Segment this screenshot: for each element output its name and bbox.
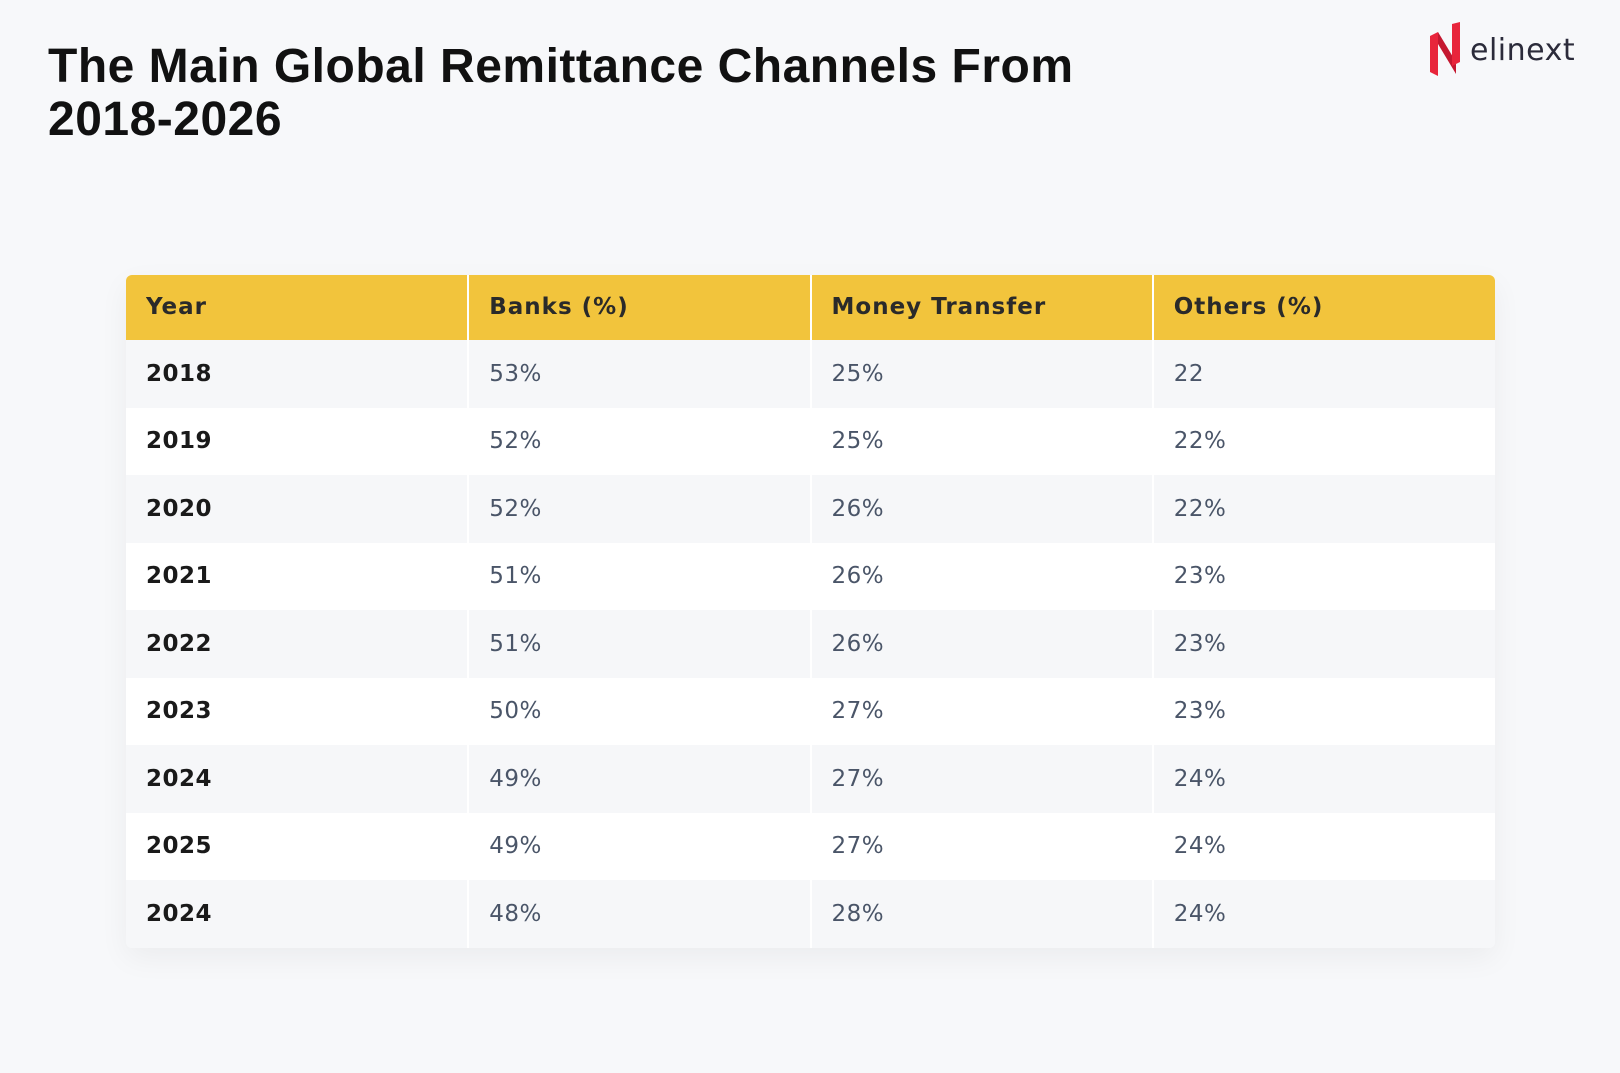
value-cell: 24% [1151,812,1495,880]
logo: elinext [1430,22,1575,78]
year-cell: 2023 [126,677,469,745]
value-cell: 23% [1151,542,1495,610]
table-row: 2021 51% 26% 23% [126,542,1495,610]
column-header: Others (%) [1151,275,1495,340]
value-cell: 53% [467,340,811,408]
value-cell: 52% [467,475,811,543]
year-cell: 2024 [126,880,469,948]
column-header-text: Year [146,293,208,320]
year-cell: 2024 [126,745,469,813]
column-header: Year [126,275,469,340]
table-row: 2019 52% 25% 22% [126,407,1495,475]
value-cell: 49% [467,745,811,813]
value-cell: 49% [467,812,811,880]
header-row: Year Banks (%) Money Transfer Operator (%)… [126,275,1495,340]
title: The Main Global Remittance Channels From… [48,40,1074,146]
year-cell: 2020 [126,475,469,543]
logo-text: elinext [1470,32,1576,68]
value-cell: 48% [467,880,811,948]
table-row: 2023 50% 27% 23% [126,677,1495,745]
table-body: 2018 53% 25% 22 2019 52% 25% 22% 2020 52% 26% 22% 20… [126,340,1495,948]
column-header: Money Transfer Operator (%) [809,275,1153,340]
value-cell: 22% [1151,407,1495,475]
value-cell: 26% [809,542,1153,610]
year-cell: 2018 [126,340,469,408]
table-card: Year Banks (%) Money Transfer Operator (%)… [126,275,1495,948]
value-cell: 26% [809,475,1153,543]
value-cell: 28% [809,880,1153,948]
logo-icon [1430,22,1460,76]
value-cell: 27% [809,812,1153,880]
table-row: 2025 49% 27% 24% [126,812,1495,880]
value-cell: 22 [1151,340,1495,408]
table-row: 2018 53% 25% 22 [126,340,1495,408]
value-cell: 23% [1151,610,1495,678]
value-cell: 51% [467,610,811,678]
year-cell: 2019 [126,407,469,475]
value-cell: 27% [809,745,1153,813]
column-header-text: Banks (%) [489,293,629,320]
value-cell: 23% [1151,677,1495,745]
table-row: 2020 52% 26% 22% [126,475,1495,543]
table-row: 2022 51% 26% 23% [126,610,1495,678]
table-row: 2024 48% 28% 24% [126,880,1495,948]
value-cell: 51% [467,542,811,610]
value-cell: 25% [809,340,1153,408]
value-cell: 24% [1151,880,1495,948]
value-cell: 25% [809,407,1153,475]
table-row: 2024 49% 27% 24% [126,745,1495,813]
value-cell: 24% [1151,745,1495,813]
value-cell: 27% [809,677,1153,745]
year-cell: 2022 [126,610,469,678]
column-header-text: Money Transfer Operator (%) [831,293,1047,320]
year-cell: 2025 [126,812,469,880]
value-cell: 52% [467,407,811,475]
value-cell: 26% [809,610,1153,678]
value-cell: 22% [1151,475,1495,543]
column-header: Banks (%) [467,275,811,340]
table: Year Banks (%) Money Transfer Operator (%)… [126,275,1495,948]
value-cell: 50% [467,677,811,745]
year-cell: 2021 [126,542,469,610]
column-header-text: Others (%) [1173,293,1324,320]
